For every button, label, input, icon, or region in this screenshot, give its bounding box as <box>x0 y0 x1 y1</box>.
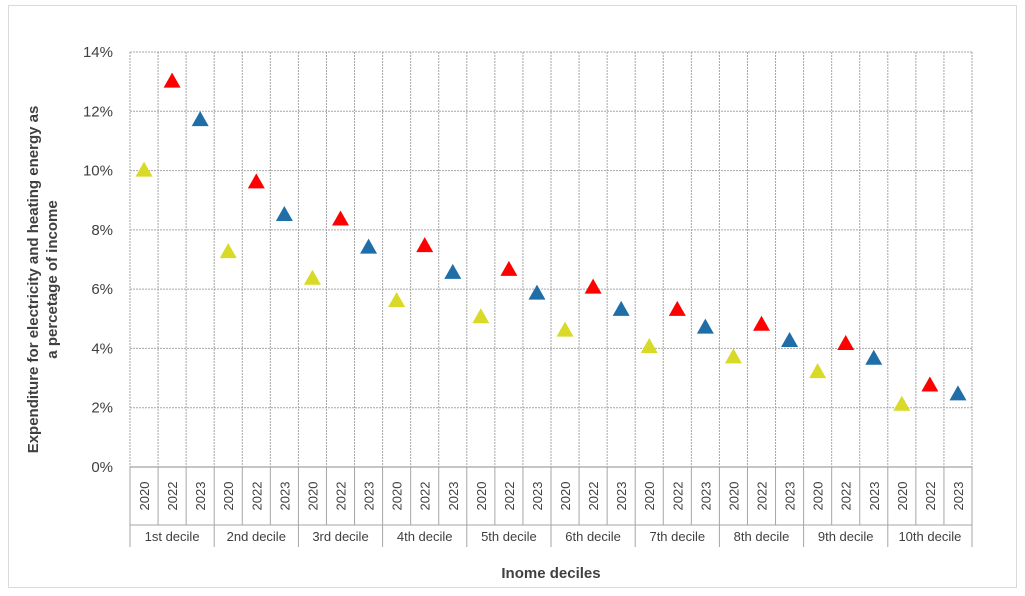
year-tick-label: 2023 <box>867 482 882 511</box>
year-tick-label: 2020 <box>137 482 152 511</box>
year-tick-label: 2022 <box>755 482 770 511</box>
data-point-marker <box>865 349 883 365</box>
data-point-marker <box>556 321 574 337</box>
year-tick-label: 2022 <box>670 482 685 511</box>
year-tick-label: 2020 <box>642 482 657 511</box>
data-markers <box>135 72 967 411</box>
data-point-marker <box>584 278 602 294</box>
decile-group-label: 1st decile <box>145 529 200 544</box>
x-axis-categories: 2020 2022 2023 1st decile 2020 2022 2023 2nd de… <box>137 482 966 544</box>
year-tick-label: 2020 <box>474 482 489 511</box>
year-tick-label: 2020 <box>726 482 741 511</box>
year-tick-label: 2022 <box>586 482 601 511</box>
data-point-marker <box>416 237 434 253</box>
year-tick-label: 2022 <box>839 482 854 511</box>
year-tick-label: 2020 <box>305 482 320 511</box>
year-tick-label: 2023 <box>783 482 798 511</box>
decile-group-label: 9th decile <box>818 529 874 544</box>
y-tick-label: 0% <box>91 459 113 476</box>
data-point-marker <box>163 72 181 88</box>
year-tick-label: 2022 <box>334 482 349 511</box>
data-point-marker <box>360 238 378 254</box>
data-point-marker <box>191 111 209 127</box>
year-tick-label: 2020 <box>390 482 405 511</box>
year-tick-label: 2022 <box>249 482 264 511</box>
data-point-marker <box>444 263 462 279</box>
data-point-marker <box>247 173 265 189</box>
data-point-marker <box>528 284 546 300</box>
data-point-marker <box>388 292 406 307</box>
decile-group-label: 5th decile <box>481 529 537 544</box>
decile-group-label: 6th decile <box>565 529 621 544</box>
y-axis-ticks: 0% 2% 4% 6% 8% 10% 12% 14% <box>83 44 113 476</box>
y-axis-title-line: a percetage of income <box>44 200 61 358</box>
data-point-marker <box>949 385 967 401</box>
data-point-marker <box>809 363 827 379</box>
data-point-marker <box>303 269 321 285</box>
y-tick-label: 10% <box>83 163 113 180</box>
chart-frame <box>8 5 1017 588</box>
year-tick-label: 2023 <box>698 482 713 511</box>
data-point-marker <box>612 300 630 316</box>
data-point-marker <box>640 337 658 353</box>
decile-group-label: 4th decile <box>397 529 453 544</box>
year-tick-label: 2022 <box>923 482 938 511</box>
y-axis-title-line: Expenditure for electricity and heating … <box>25 106 42 454</box>
year-tick-label: 2022 <box>165 482 180 511</box>
data-point-marker <box>781 332 799 348</box>
data-point-marker <box>837 334 855 350</box>
y-tick-label: 14% <box>83 44 113 61</box>
data-point-marker <box>753 315 770 331</box>
y-tick-label: 6% <box>91 281 113 298</box>
year-tick-label: 2022 <box>418 482 433 511</box>
year-tick-label: 2020 <box>221 482 236 511</box>
decile-group-label: 10th decile <box>898 529 961 544</box>
y-tick-label: 8% <box>91 222 113 239</box>
y-tick-label: 12% <box>83 103 113 120</box>
year-tick-label: 2023 <box>530 482 545 511</box>
data-point-marker <box>893 395 911 411</box>
decile-group-label: 2nd decile <box>227 529 286 544</box>
data-point-marker <box>500 260 518 276</box>
year-tick-label: 2023 <box>362 482 377 511</box>
y-tick-label: 2% <box>91 400 113 417</box>
year-tick-label: 2020 <box>558 482 573 511</box>
year-tick-label: 2023 <box>446 482 461 511</box>
decile-group-label: 8th decile <box>734 529 790 544</box>
data-point-marker <box>696 318 714 334</box>
data-point-marker <box>275 206 293 222</box>
data-point-marker <box>921 376 939 392</box>
x-axis-title: Inome deciles <box>501 565 600 582</box>
data-point-marker <box>724 348 742 364</box>
y-axis-title: Expenditure for electricity and heating … <box>25 106 61 454</box>
year-tick-label: 2020 <box>895 482 910 511</box>
data-point-marker <box>472 308 490 324</box>
data-point-marker <box>135 161 153 177</box>
decile-group-label: 3rd decile <box>312 529 368 544</box>
gridlines <box>129 51 973 547</box>
data-point-marker <box>219 243 237 259</box>
year-tick-label: 2023 <box>193 482 208 511</box>
year-tick-label: 2023 <box>277 482 292 511</box>
year-tick-label: 2023 <box>951 482 966 511</box>
data-point-marker <box>332 210 349 226</box>
year-tick-label: 2022 <box>502 482 517 511</box>
year-tick-label: 2023 <box>614 482 629 511</box>
data-point-marker <box>668 300 686 316</box>
decile-group-label: 7th decile <box>649 529 705 544</box>
year-tick-label: 2020 <box>811 482 826 511</box>
y-tick-label: 4% <box>91 340 113 357</box>
